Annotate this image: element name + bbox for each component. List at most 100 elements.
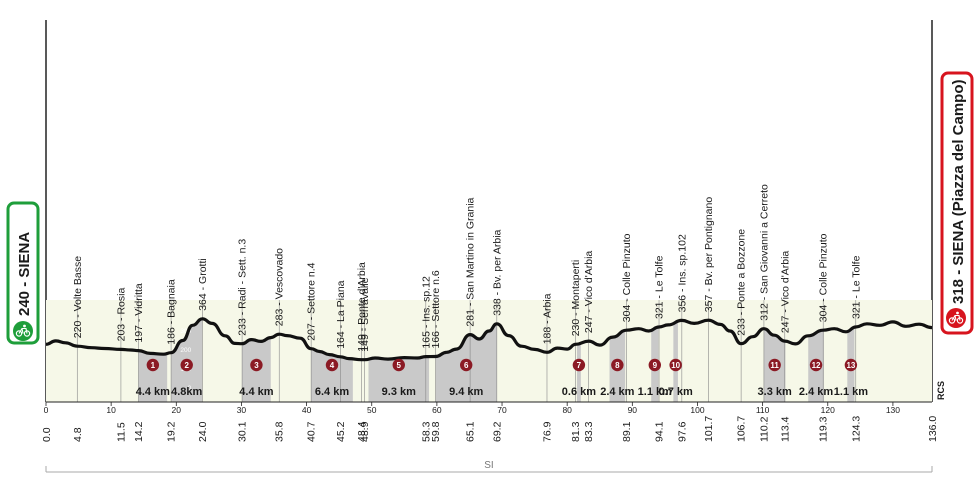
- waypoint-km-label: 35.8: [274, 421, 286, 442]
- footer-label: SI: [484, 460, 493, 471]
- waypoint-label: 364 - Grotti: [197, 258, 209, 311]
- start-label-box: [6, 201, 40, 345]
- axis-tick-label: 110: [756, 405, 770, 415]
- sector-badge: [146, 358, 160, 372]
- waypoint-km-label: 97.6: [676, 421, 688, 442]
- axis-tick-label: 120: [821, 405, 835, 415]
- sector-length: 9.4 km: [449, 386, 483, 398]
- waypoint-km-label: 110.2: [758, 416, 770, 442]
- waypoint-label: 312 - San Giovanni a Cerreto: [758, 184, 770, 321]
- waypoint-km-label: 4.8: [72, 427, 84, 442]
- altitude-scale-label: 300: [180, 328, 191, 335]
- sector-number: 13: [846, 361, 855, 370]
- sector-length: 2.4 km: [799, 386, 833, 398]
- waypoint-km-label: 58.3: [420, 421, 432, 442]
- sector-badge: [809, 358, 823, 372]
- waypoint-label: 165 - Ins. sp.12: [420, 276, 432, 349]
- sector-badge: [611, 358, 624, 372]
- finish-km-label: 136.0: [927, 416, 939, 442]
- waypoint-label: 220 - Volte Basse: [72, 256, 84, 338]
- waypoint-km-label: 69.2: [491, 421, 503, 442]
- start-bike-glyph: [15, 324, 31, 337]
- sector-number: 10: [671, 361, 680, 370]
- waypoint-label: 356 - Ins. sp.102: [676, 234, 688, 312]
- rcs-logo: RCS: [936, 381, 946, 400]
- waypoint-label: 321 - Le Tolfe: [654, 255, 666, 319]
- waypoint-label: 233 - Radi - Sett. n.3: [237, 239, 249, 336]
- waypoint-label: 149 - Serravalle: [359, 277, 371, 351]
- axis-tick-label: 30: [237, 405, 247, 415]
- waypoint-km-label: 81.3: [570, 421, 582, 442]
- waypoint-km-label: 48.9: [359, 421, 371, 442]
- sector-number: 3: [254, 361, 259, 370]
- waypoint-label: 247 - Vico d'Arbia: [583, 251, 595, 334]
- sector-number: 5: [397, 361, 402, 370]
- sector-length: 6.4 km: [315, 386, 349, 398]
- waypoint-km-label: 48.4: [356, 421, 368, 442]
- waypoint-km-label: 94.1: [654, 421, 666, 442]
- waypoint-label: 186 - Bagnaia: [166, 279, 178, 345]
- axis-tick-label: 20: [172, 405, 182, 415]
- sector-number: 7: [577, 361, 582, 370]
- start-km-label: 0.0: [41, 427, 53, 442]
- axis-tick-label: 130: [886, 405, 900, 415]
- sector-badge: [844, 358, 858, 372]
- sector-length: 4.4 km: [136, 386, 170, 398]
- sector-length: 4.4 km: [239, 386, 273, 398]
- sector-length: 1.1 km: [834, 386, 868, 398]
- sector-badge: [669, 358, 682, 372]
- sector-badge: [250, 358, 263, 372]
- start-marker: 240 - SIENA: [6, 201, 40, 345]
- waypoint-label: 233 - Ponte a Bozzone: [736, 229, 748, 336]
- waypoint-km-label: 40.7: [306, 421, 318, 442]
- waypoint-label: 357 - Bv. per Pontignano: [703, 197, 715, 313]
- sector-length: 3.3 km: [758, 386, 792, 398]
- waypoint-km-label: 119.3: [818, 416, 830, 442]
- sector-length: 2.4 km: [600, 386, 634, 398]
- waypoint-km-label: 24.0: [197, 421, 209, 442]
- axis-tick-label: 90: [628, 405, 638, 415]
- axis-tick-label: 80: [562, 405, 572, 415]
- axis-tick-label: 50: [367, 405, 377, 415]
- sector-badge: [392, 358, 405, 372]
- altitude-scale-label: 200: [180, 347, 191, 354]
- waypoint-km-label: 65.1: [465, 421, 477, 442]
- sector-length: 9.3 km: [382, 386, 416, 398]
- waypoint-label: 197 - Vidritta: [133, 283, 145, 342]
- waypoint-labels: 220 - Volte Basse 203 - Rosia 197 - Vidrit…: [72, 184, 862, 352]
- axis-tick-label: 70: [497, 405, 507, 415]
- waypoint-label: 281 - San Martino in Grania: [465, 197, 477, 326]
- sector-length: 4.8km: [171, 386, 202, 398]
- waypoint-label: 230 - Montaperti: [570, 260, 582, 336]
- waypoint-km-label: 101.7: [703, 416, 715, 442]
- waypoint-km-label: 30.1: [237, 421, 249, 442]
- waypoint-km-label: 45.2: [335, 421, 347, 442]
- waypoint-km-label: 14.2: [133, 421, 145, 442]
- finish-label: 318 - SIENA (Piazza del Campo): [950, 79, 967, 304]
- finish-bike-glyph: [948, 311, 964, 324]
- sector-length: 0.6 km: [562, 386, 596, 398]
- finish-marker: 318 - SIENA (Piazza del Campo): [940, 71, 974, 335]
- sector-labels: 1 4.4 km 2 4.8km 3 4.4 km 4 6.4 km 5 9.3 km 6 9.4 k…: [136, 358, 868, 398]
- sector-number: 2: [184, 361, 189, 370]
- sector-badge: [648, 358, 661, 372]
- sector-badge: [459, 358, 473, 372]
- waypoint-km-labels: 4.8 11.5 14.2 19.2 24.0 30.1 35.8 40.7 45.2 48.44…: [72, 416, 862, 442]
- axis-tick-label: 10: [106, 405, 116, 415]
- waypoint-label: 203 - Rosia: [115, 288, 127, 342]
- waypoint-km-label: 113.4: [779, 416, 791, 442]
- sector-number: 11: [770, 361, 779, 370]
- axis-tick-label: 40: [302, 405, 312, 415]
- waypoint-km-label: 89.1: [621, 421, 633, 442]
- waypoint-label: 166 - Settore n.6: [430, 270, 442, 348]
- waypoint-km-label: 76.9: [542, 421, 554, 442]
- sector-number: 8: [615, 361, 620, 370]
- sector-badge: [572, 358, 586, 372]
- waypoint-km-label: 11.5: [115, 422, 127, 442]
- sector-number: 9: [653, 361, 658, 370]
- axis-tick-label: 100: [690, 405, 704, 415]
- waypoint-label: 247 - Vico d'Arbia: [779, 251, 791, 334]
- sector-number: 4: [330, 361, 335, 370]
- altitude-scale-label: 0: [188, 385, 192, 392]
